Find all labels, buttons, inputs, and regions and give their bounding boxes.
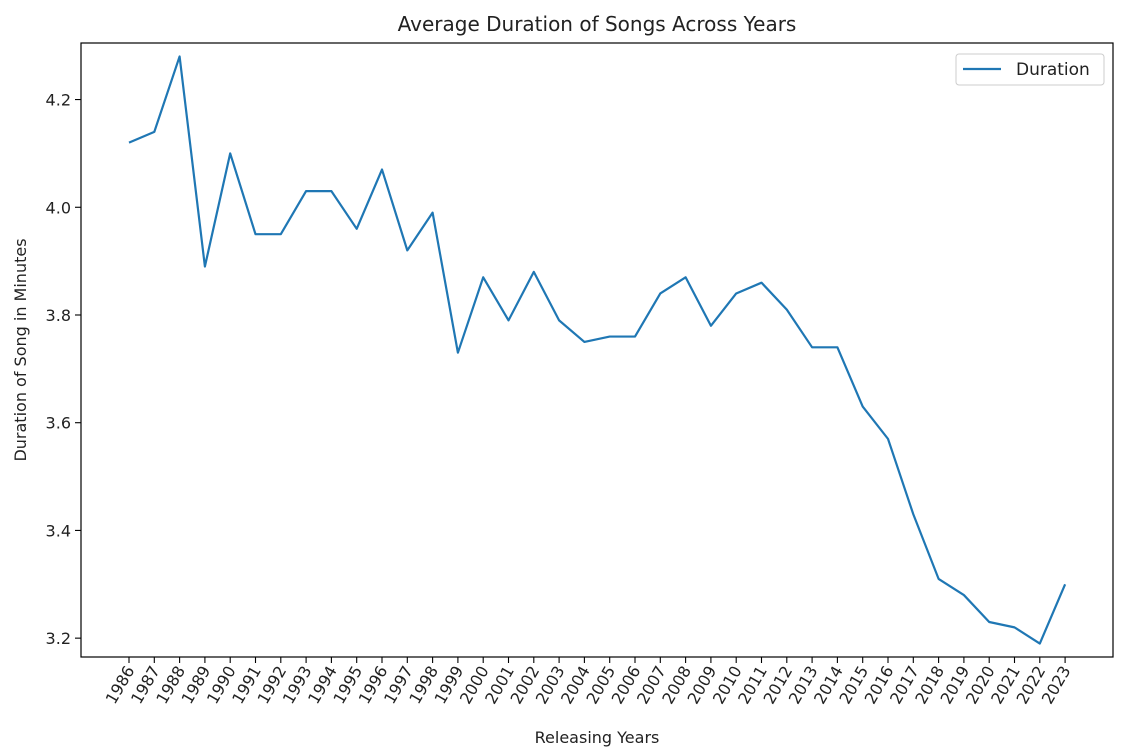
series-line-duration <box>128 55 1067 645</box>
y-tick-label: 3.6 <box>46 414 71 433</box>
y-axis: 3.2 3.4 3.6 3.8 4.0 4.2 <box>46 91 81 648</box>
legend-box <box>955 53 1105 86</box>
chart-title: Average Duration of Songs Across Years <box>398 12 797 36</box>
legend: Duration <box>955 53 1105 86</box>
y-tick-label: 4.2 <box>46 91 71 110</box>
y-tick-label: 3.8 <box>46 306 71 325</box>
plot-area <box>80 42 1114 658</box>
y-tick-label: 3.2 <box>46 629 71 648</box>
y-tick-label: 3.4 <box>46 521 71 540</box>
x-axis-label: Releasing Years <box>535 728 660 747</box>
y-axis-label: Duration of Song in Minutes <box>11 238 30 461</box>
y-tick-label: 4.0 <box>46 198 71 217</box>
plot-frame <box>80 42 1114 658</box>
legend-label-duration: Duration <box>1016 60 1090 80</box>
x-axis: 1986198719881989199019911992199319941995… <box>102 657 1075 707</box>
